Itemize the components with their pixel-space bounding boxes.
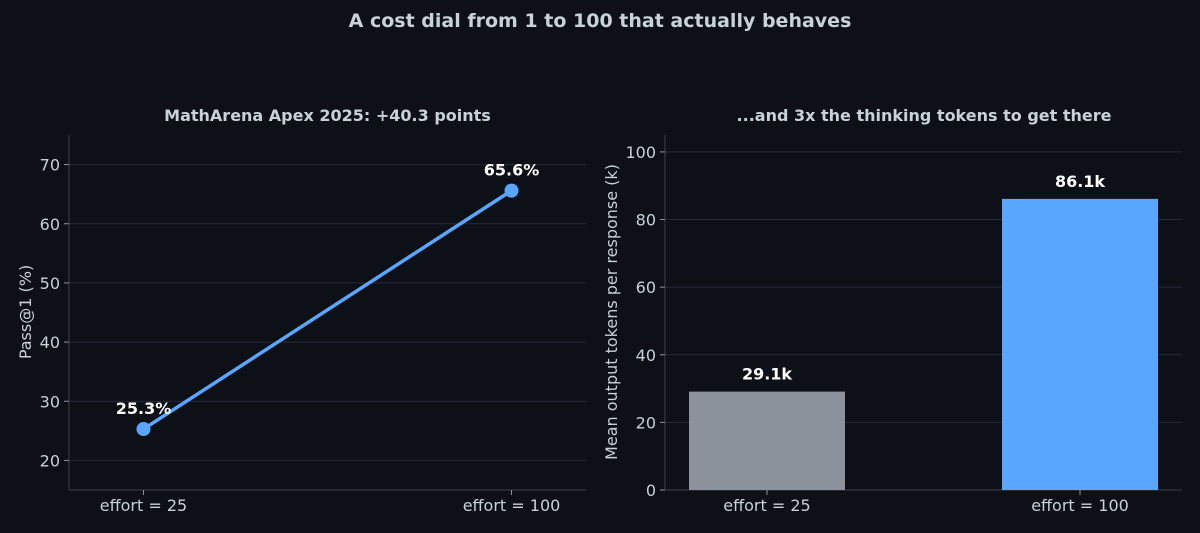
line-chart-x-axis: effort = 25 effort = 100 (100, 490, 561, 515)
x-tick-label: effort = 25 (723, 496, 810, 515)
bar-chart-x-axis: effort = 25 effort = 100 (723, 490, 1129, 515)
bar-chart-y-axis: 0 20 40 60 80 100 (625, 143, 665, 500)
data-point (136, 422, 151, 437)
bar-chart-y-axis-label: Mean output tokens per response (k) (602, 164, 621, 460)
x-tick-label: effort = 100 (1031, 496, 1129, 515)
bar (689, 391, 845, 490)
y-tick-label: 20 (40, 451, 60, 470)
line-chart-series: 25.3% 65.6% (116, 161, 540, 437)
y-tick-label: 100 (625, 143, 656, 162)
line-chart-gridlines (69, 164, 586, 461)
bar-chart-bars: 29.1k 86.1k (689, 172, 1158, 490)
y-tick-label: 60 (40, 215, 60, 234)
data-label: 25.3% (116, 399, 172, 418)
line-chart-y-axis-label: Pass@1 (%) (16, 265, 35, 359)
series-line (141, 188, 514, 431)
y-tick-label: 70 (40, 156, 60, 175)
y-tick-label: 80 (636, 211, 656, 230)
line-chart-panel: MathArena Apex 2025: +40.3 points 20 30 40… (16, 106, 586, 515)
data-label: 65.6% (484, 161, 540, 180)
x-tick-label: effort = 25 (100, 496, 187, 515)
bar-chart-title: ...and 3x the thinking tokens to get the… (737, 106, 1112, 125)
bar-chart-panel: ...and 3x the thinking tokens to get the… (602, 106, 1182, 515)
y-tick-label: 0 (646, 481, 656, 500)
y-tick-label: 60 (636, 278, 656, 297)
bar (1002, 198, 1158, 490)
line-chart-y-axis: 20 30 40 50 60 70 (40, 156, 69, 470)
line-chart-title: MathArena Apex 2025: +40.3 points (164, 106, 491, 125)
data-label: 86.1k (1055, 172, 1105, 191)
y-tick-label: 30 (40, 392, 60, 411)
y-tick-label: 40 (40, 333, 60, 352)
figure-title: A cost dial from 1 to 100 that actually … (349, 10, 852, 32)
data-label: 29.1k (742, 365, 792, 384)
y-tick-label: 20 (636, 413, 656, 432)
x-tick-label: effort = 100 (463, 496, 561, 515)
y-tick-label: 40 (636, 346, 656, 365)
y-tick-label: 50 (40, 274, 60, 293)
data-point (504, 183, 519, 198)
